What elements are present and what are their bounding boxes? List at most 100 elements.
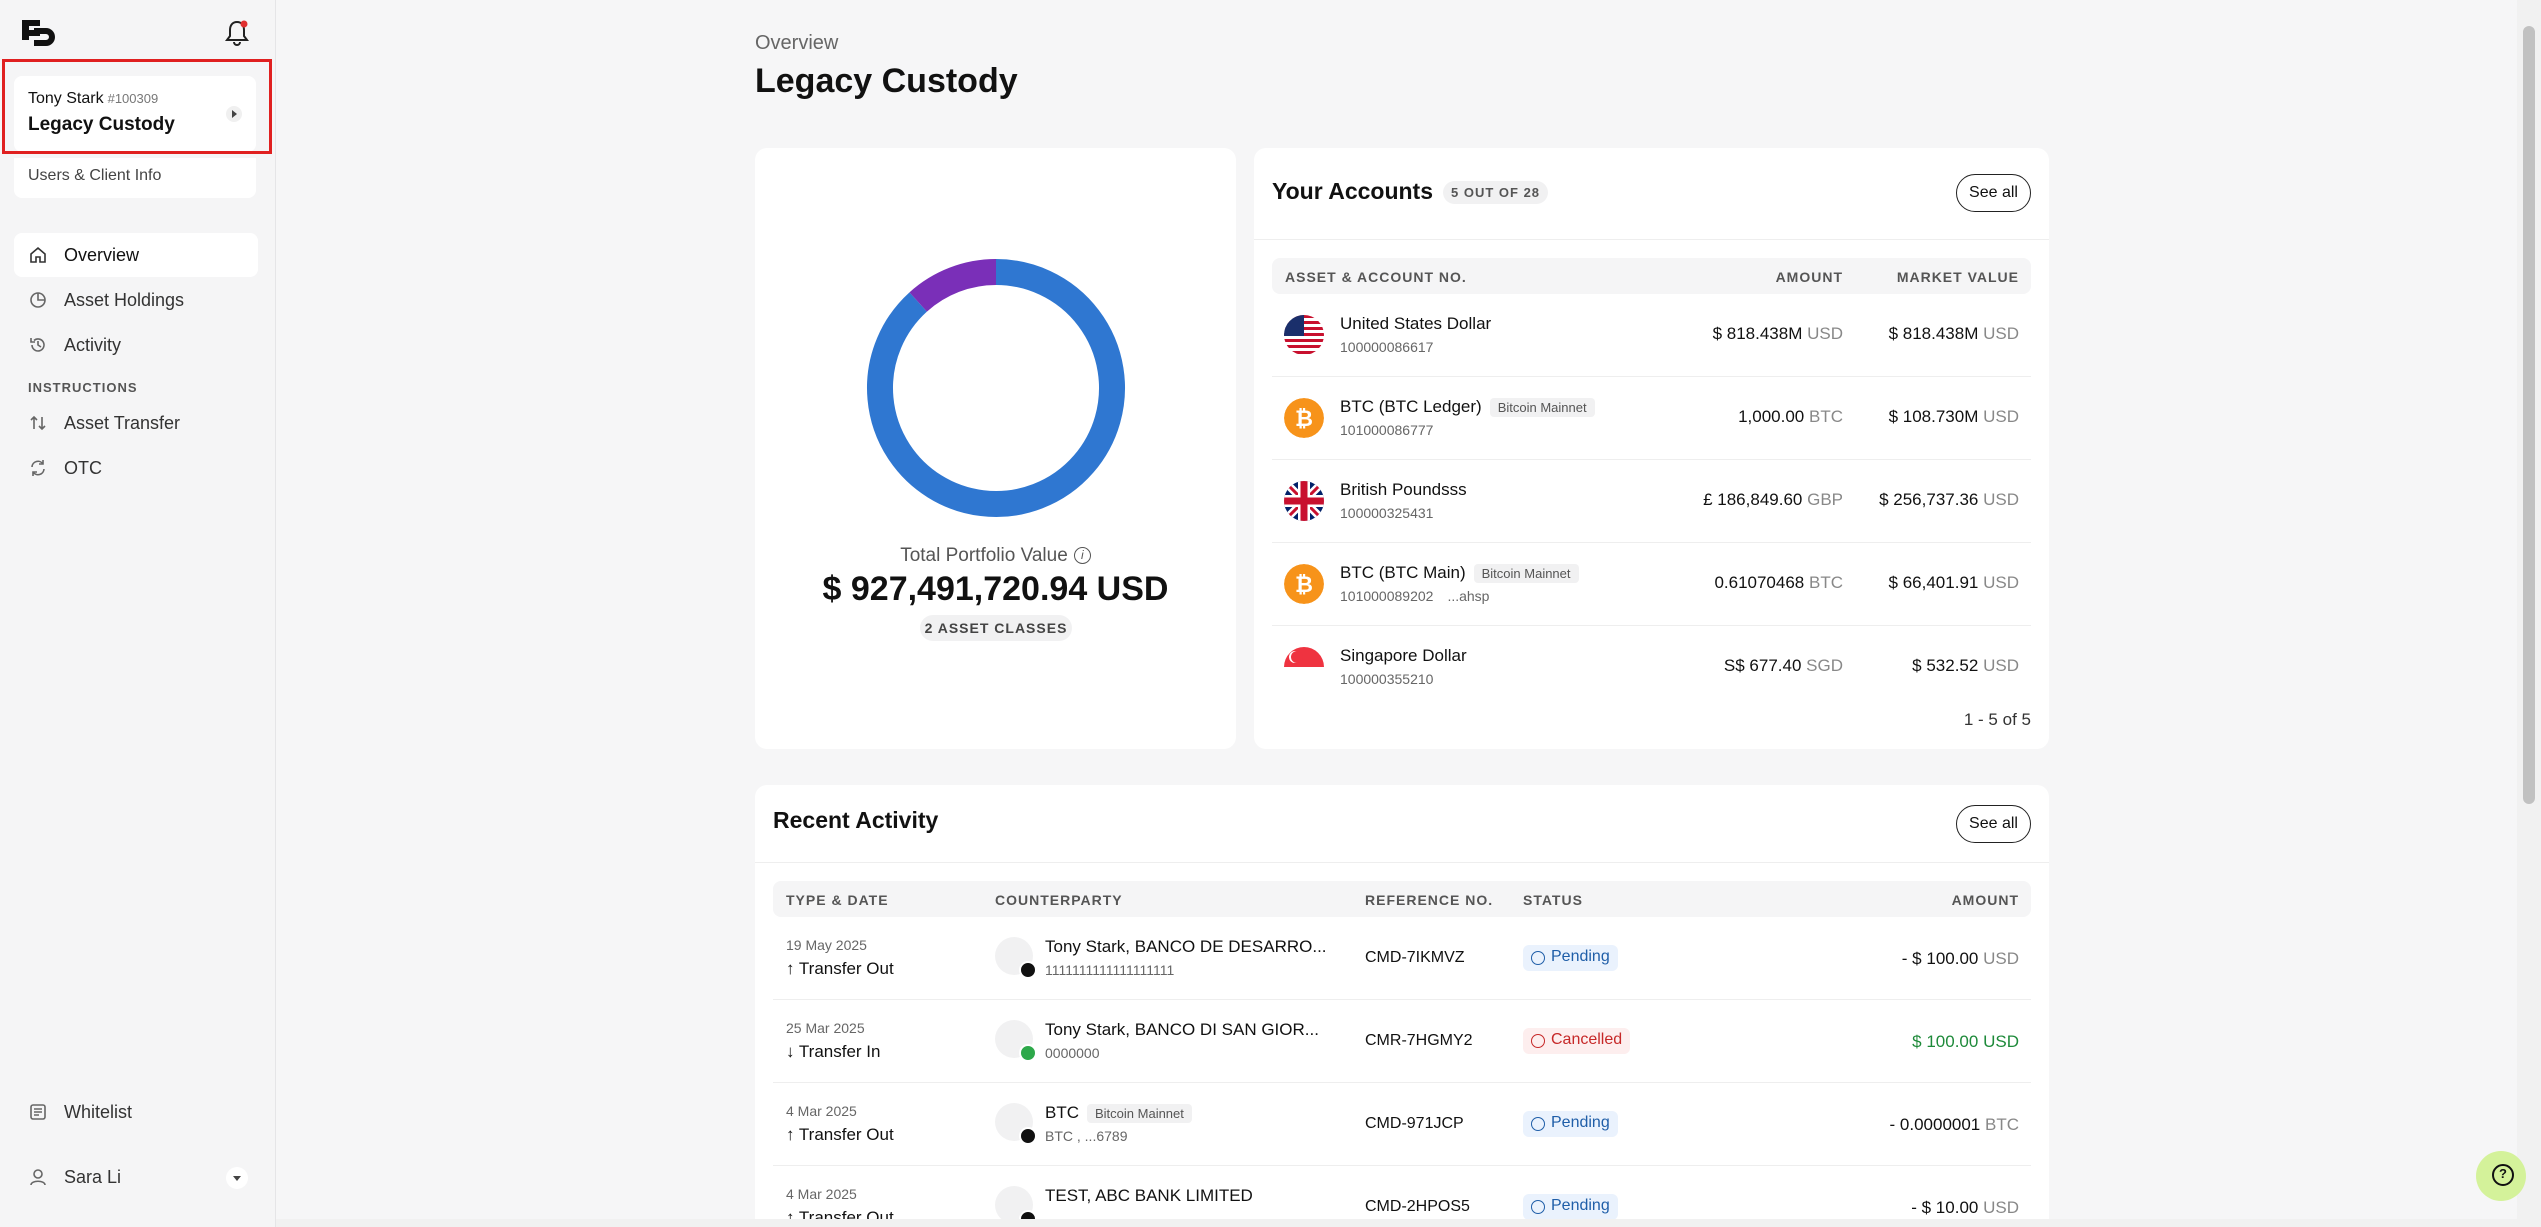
scrollbar-thumb[interactable]	[2523, 26, 2535, 804]
table-row[interactable]: 19 May 2025 ↑ Transfer Out Tony Stark, B…	[773, 917, 2031, 1000]
table-row[interactable]: ₿ BTC (BTC Ledger) Bitcoin Mainnet 101000…	[1272, 377, 2031, 460]
arrow-up-icon	[1019, 1127, 1037, 1145]
account-amount: S$ 677.40 SGD	[1724, 656, 1843, 676]
counterparty-account: 1111111111111111111	[1045, 962, 1175, 978]
amount-value: $ 100.00	[1912, 1032, 1979, 1051]
activity-table-header: TYPE & DATE COUNTERPARTY REFERENCE NO. S…	[773, 881, 2031, 917]
account-user: Tony Stark #100309	[28, 90, 242, 108]
account-name-text: Singapore Dollar	[1340, 646, 1467, 665]
counterparty-name: Tony Stark, BANCO DE DESARRO...	[1045, 937, 1327, 956]
amount-value: - 0.0000001	[1889, 1115, 1981, 1134]
chevron-down-icon[interactable]	[226, 1167, 248, 1189]
counterparty-name-text: BTC	[1045, 1103, 1079, 1122]
amount-value: - $ 100.00	[1901, 949, 1979, 968]
info-icon[interactable]: i	[1073, 547, 1091, 565]
divider	[755, 862, 2049, 863]
brand-logo-icon[interactable]	[20, 18, 56, 48]
counterparty-account: BTC , ...6789	[1045, 1128, 1128, 1144]
table-row[interactable]: ₿ BTC (BTC Main) Bitcoin Mainnet 10100008…	[1272, 543, 2031, 626]
account-amount: $ 818.438M USD	[1713, 324, 1843, 344]
table-row[interactable]: Singapore Dollar 100000355210 S$ 677.40 …	[1272, 626, 2031, 709]
counterparty-name: TEST, ABC BANK LIMITED	[1045, 1186, 1253, 1205]
account-number: 101000086777	[1340, 422, 1434, 438]
notification-bell-icon[interactable]	[224, 18, 250, 46]
total-portfolio-label: Total Portfolio Value i	[755, 545, 1236, 567]
accounts-card: Your Accounts 5 OUT OF 28 See all ASSET &…	[1254, 148, 2049, 749]
account-switcher[interactable]: Tony Stark #100309 Legacy Custody	[14, 76, 256, 152]
chevron-right-icon[interactable]	[226, 106, 242, 122]
pagination-range: 1 - 5	[1963, 710, 1998, 729]
amount-unit: USD	[1983, 1198, 2019, 1217]
account-name-text: BTC (BTC Ledger)	[1340, 397, 1482, 416]
pie-chart-icon	[30, 292, 46, 308]
activity-see-all-button[interactable]: See all	[1956, 805, 2031, 843]
nav-item-overview[interactable]: Overview	[14, 233, 258, 277]
nav-item-otc[interactable]: OTC	[14, 446, 258, 490]
svg-text:₿: ₿	[1295, 573, 1313, 598]
account-market-value: $ 818.438M USD	[1889, 324, 2019, 344]
column-header-counterparty: COUNTERPARTY	[995, 892, 1123, 908]
nav-item-label: Asset Holdings	[64, 289, 185, 310]
amount-value: S$ 677.40	[1723, 656, 1802, 675]
account-name-text: British Poundsss	[1340, 480, 1467, 499]
column-header-reference: REFERENCE NO.	[1365, 892, 1494, 908]
account-user-name: Tony Stark	[28, 90, 104, 107]
network-chip: Bitcoin Mainnet	[1087, 1104, 1192, 1124]
current-user-menu[interactable]: Sara Li	[14, 1155, 258, 1199]
nav-item-asset-holdings[interactable]: Asset Holdings	[14, 278, 258, 322]
mv-unit: USD	[1983, 573, 2019, 592]
amount-value: $ 818.438M	[1712, 324, 1803, 343]
help-button[interactable]	[2476, 1151, 2526, 1201]
account-number: 100000355210	[1340, 671, 1434, 687]
account-name: British Poundsss	[1340, 480, 1467, 500]
transfer-arrows-icon	[30, 415, 46, 431]
users-client-info-link[interactable]: Users & Client Info	[14, 158, 256, 198]
status-text: Pending	[1551, 1114, 1610, 1131]
nav-item-whitelist[interactable]: Whitelist	[14, 1090, 258, 1134]
account-amount: 1,000.00 BTC	[1738, 407, 1843, 427]
wallet-icon	[995, 1103, 1037, 1145]
page-title: Legacy Custody	[755, 62, 1018, 100]
mv-value: $ 256,737.36	[1879, 490, 1979, 509]
accounts-title-text: Your Accounts	[1272, 178, 1434, 204]
table-row[interactable]: United States Dollar 100000086617 $ 818.…	[1272, 294, 2031, 377]
recent-activity-card: Recent Activity See all TYPE & DATE COUN…	[755, 785, 2049, 1227]
nav-item-label: Asset Transfer	[64, 412, 181, 433]
nav-item-label: Overview	[64, 244, 140, 265]
main-nav: Overview Asset Holdings Activity INSTRUC…	[14, 233, 258, 491]
mv-unit: USD	[1983, 656, 2019, 675]
accounts-see-all-button[interactable]: See all	[1956, 174, 2031, 212]
amount-unit: BTC	[1809, 407, 1843, 426]
account-number: 100000086617	[1340, 339, 1434, 355]
arrow-up-icon	[1019, 961, 1037, 979]
table-row[interactable]: 25 Mar 2025 ↓ Transfer In Tony Stark, BA…	[773, 1000, 2031, 1083]
asset-classes-badge: 2 ASSET CLASSES	[920, 615, 1072, 641]
table-row[interactable]: British Poundsss 100000325431 £ 186,849.…	[1272, 460, 2031, 543]
divider	[1254, 239, 2049, 240]
counterparty-account: 0000000	[1045, 1045, 1100, 1061]
arrow-down-icon	[1019, 1044, 1037, 1062]
bottom-nav: Whitelist	[14, 1090, 258, 1135]
nav-item-asset-transfer[interactable]: Asset Transfer	[14, 401, 258, 445]
horizontal-scrollbar[interactable]	[276, 1219, 2517, 1227]
portfolio-donut-chart	[867, 259, 1125, 517]
svg-text:₿: ₿	[1295, 407, 1313, 432]
vertical-scrollbar[interactable]	[2517, 0, 2541, 1227]
network-chip: Bitcoin Mainnet	[1473, 564, 1579, 584]
mv-unit: USD	[1983, 324, 2019, 343]
donut-segment[interactable]	[909, 259, 997, 312]
status-text: Pending	[1551, 948, 1610, 965]
current-user-name: Sara Li	[64, 1166, 122, 1187]
pagination-total: of 5	[2002, 710, 2031, 729]
uk-flag-icon	[1284, 481, 1324, 521]
nav-item-activity[interactable]: Activity	[14, 323, 258, 367]
table-row[interactable]: 4 Mar 2025 ↑ Transfer Out BTC Bitcoin Mai…	[773, 1083, 2031, 1166]
amount-unit: USD	[1807, 324, 1843, 343]
account-number-text: 101000089202	[1340, 588, 1434, 604]
activity-date: 4 Mar 2025	[786, 1186, 857, 1202]
mv-value: $ 108.730M	[1888, 407, 1979, 426]
reference-number: CMD-971JCP	[1365, 1115, 1464, 1132]
table-row[interactable]: 4 Mar 2025 ↑ Transfer Out TEST, ABC BANK…	[773, 1166, 2031, 1227]
donut-segment[interactable]	[867, 259, 1125, 517]
